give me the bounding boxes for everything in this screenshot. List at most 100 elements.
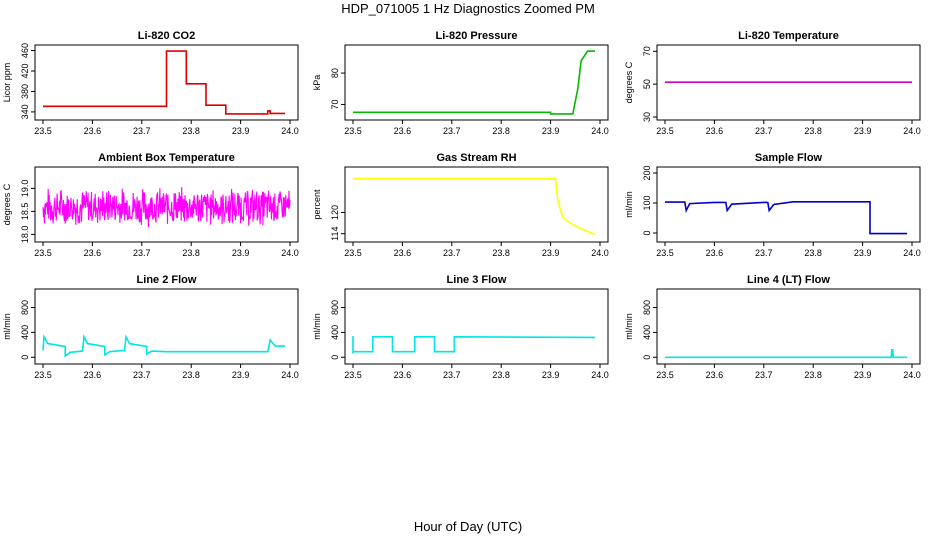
y-axis-label: degrees C <box>2 183 12 225</box>
y-tick-label: 50 <box>642 79 652 89</box>
x-tick-label: 23.6 <box>706 370 724 380</box>
panel-line-4-lt-flow: Line 4 (LT) Flow 23.5 23.6 23.7 23.8 23.9 24.0… <box>624 274 921 380</box>
plot-frame <box>344 166 609 243</box>
series-line-line-2-flow <box>42 334 286 358</box>
x-tick-label: 23.5 <box>34 370 52 380</box>
x-tick-label: 23.7 <box>133 126 151 136</box>
y-axis-label: ml/min <box>2 313 12 340</box>
x-tick-label: 24.0 <box>281 126 299 136</box>
x-tick-label: 23.6 <box>394 370 412 380</box>
plot-frame <box>656 166 921 243</box>
x-tick-label: 23.5 <box>34 126 52 136</box>
y-axis-label: Licor ppm <box>2 63 12 103</box>
panel-title: Line 4 (LT) Flow <box>747 274 830 286</box>
x-tick-label: 23.5 <box>344 126 362 136</box>
y-tick-label: 70 <box>330 99 340 109</box>
x-tick-label: 24.0 <box>281 370 299 380</box>
x-tick-label: 23.7 <box>133 248 151 258</box>
x-tick-label: 23.9 <box>232 370 250 380</box>
x-tick-label: 23.7 <box>443 248 461 258</box>
x-axis-caption: Hour of Day (UTC) <box>413 519 523 534</box>
series-line-li-820-pressure <box>353 50 596 115</box>
x-tick-label: 24.0 <box>591 248 609 258</box>
y-tick-label: 0 <box>642 355 652 360</box>
plot-frame <box>656 288 921 365</box>
panel-title: Line 3 Flow <box>447 274 507 286</box>
y-tick-label: 18.5 <box>20 203 30 221</box>
y-axis-label: percent <box>312 189 322 220</box>
panel-title: Li-820 Temperature <box>738 30 839 42</box>
series-line-li-820-co2 <box>43 50 286 115</box>
y-tick-label: 420 <box>20 63 30 78</box>
x-tick-label: 23.5 <box>656 126 674 136</box>
x-tick-label: 23.5 <box>344 370 362 380</box>
y-tick-label: 800 <box>20 300 30 315</box>
x-tick-label: 23.8 <box>182 248 200 258</box>
x-tick-label: 24.0 <box>903 370 921 380</box>
x-tick-label: 23.7 <box>755 370 773 380</box>
y-axis-label: ml/min <box>312 313 322 340</box>
x-tick-label: 23.9 <box>542 370 560 380</box>
x-tick-label: 23.9 <box>542 248 560 258</box>
series-line-gas-stream-rh <box>353 178 596 236</box>
x-tick-label: 24.0 <box>903 248 921 258</box>
x-tick-label: 23.5 <box>656 370 674 380</box>
x-tick-label: 23.8 <box>804 370 822 380</box>
x-tick-label: 24.0 <box>591 126 609 136</box>
series-line-ambient-box-temperature <box>42 187 291 228</box>
x-tick-label: 23.7 <box>755 126 773 136</box>
y-tick-label: 380 <box>20 84 30 99</box>
x-tick-label: 23.6 <box>84 126 102 136</box>
x-tick-label: 23.7 <box>443 370 461 380</box>
y-tick-label: 80 <box>330 68 340 78</box>
y-tick-label: 800 <box>330 300 340 315</box>
plot-frame <box>344 288 609 365</box>
x-tick-label: 23.8 <box>804 248 822 258</box>
panel-li-820-pressure: Li-820 Pressure 23.5 23.6 23.7 23.8 23.9 24.0 7… <box>312 30 609 136</box>
y-tick-label: 18.0 <box>20 226 30 244</box>
x-tick-label: 23.8 <box>492 370 510 380</box>
x-tick-label: 23.7 <box>755 248 773 258</box>
x-tick-label: 23.6 <box>84 248 102 258</box>
x-tick-label: 23.9 <box>854 126 872 136</box>
x-tick-label: 23.6 <box>84 370 102 380</box>
y-tick-label: 30 <box>642 112 652 122</box>
y-tick-label: 400 <box>330 325 340 340</box>
panel-line-2-flow: Line 2 Flow 23.5 23.6 23.7 23.8 23.9 24.0 0 400 8… <box>2 274 299 380</box>
panel-li-820-temperature: Li-820 Temperature 23.5 23.6 23.7 23.8 23.9 24… <box>624 30 921 136</box>
x-tick-label: 23.9 <box>854 248 872 258</box>
panel-title: Ambient Box Temperature <box>98 152 235 164</box>
x-tick-label: 23.6 <box>394 248 412 258</box>
x-tick-label: 24.0 <box>281 248 299 258</box>
x-tick-label: 23.8 <box>804 126 822 136</box>
y-tick-label: 400 <box>642 325 652 340</box>
y-tick-label: 120 <box>330 205 340 220</box>
panel-li-820-co2: Li-820 CO2 23.5 23.6 23.7 23.8 23.9 24.0 340 380… <box>2 30 299 136</box>
x-tick-label: 23.9 <box>232 248 250 258</box>
plot-frame <box>34 166 299 243</box>
series-line-line-4-lt-flow <box>665 348 908 359</box>
x-tick-label: 23.9 <box>542 126 560 136</box>
y-axis-label: degrees C <box>624 61 634 103</box>
panel-title: Line 2 Flow <box>137 274 197 286</box>
y-tick-label: 100 <box>642 195 652 210</box>
x-tick-label: 23.8 <box>182 370 200 380</box>
x-tick-label: 23.6 <box>706 126 724 136</box>
y-tick-label: 200 <box>642 165 652 180</box>
series-line-sample-flow <box>665 201 908 235</box>
plot-frame <box>344 44 609 121</box>
x-tick-label: 23.9 <box>232 126 250 136</box>
panel-title: Sample Flow <box>755 152 823 164</box>
y-tick-label: 114 <box>330 227 340 241</box>
y-tick-label: 19.0 <box>20 180 30 198</box>
x-tick-label: 23.5 <box>34 248 52 258</box>
x-tick-label: 23.8 <box>492 126 510 136</box>
y-axis-label: ml/min <box>624 313 634 340</box>
plot-frame <box>656 44 921 121</box>
panel-line-3-flow: Line 3 Flow 23.5 23.6 23.7 23.8 23.9 24.0 0 400 8… <box>312 274 609 380</box>
y-tick-label: 0 <box>330 355 340 360</box>
x-tick-label: 24.0 <box>903 126 921 136</box>
series-line-line-3-flow <box>352 335 596 354</box>
x-tick-label: 23.6 <box>394 126 412 136</box>
